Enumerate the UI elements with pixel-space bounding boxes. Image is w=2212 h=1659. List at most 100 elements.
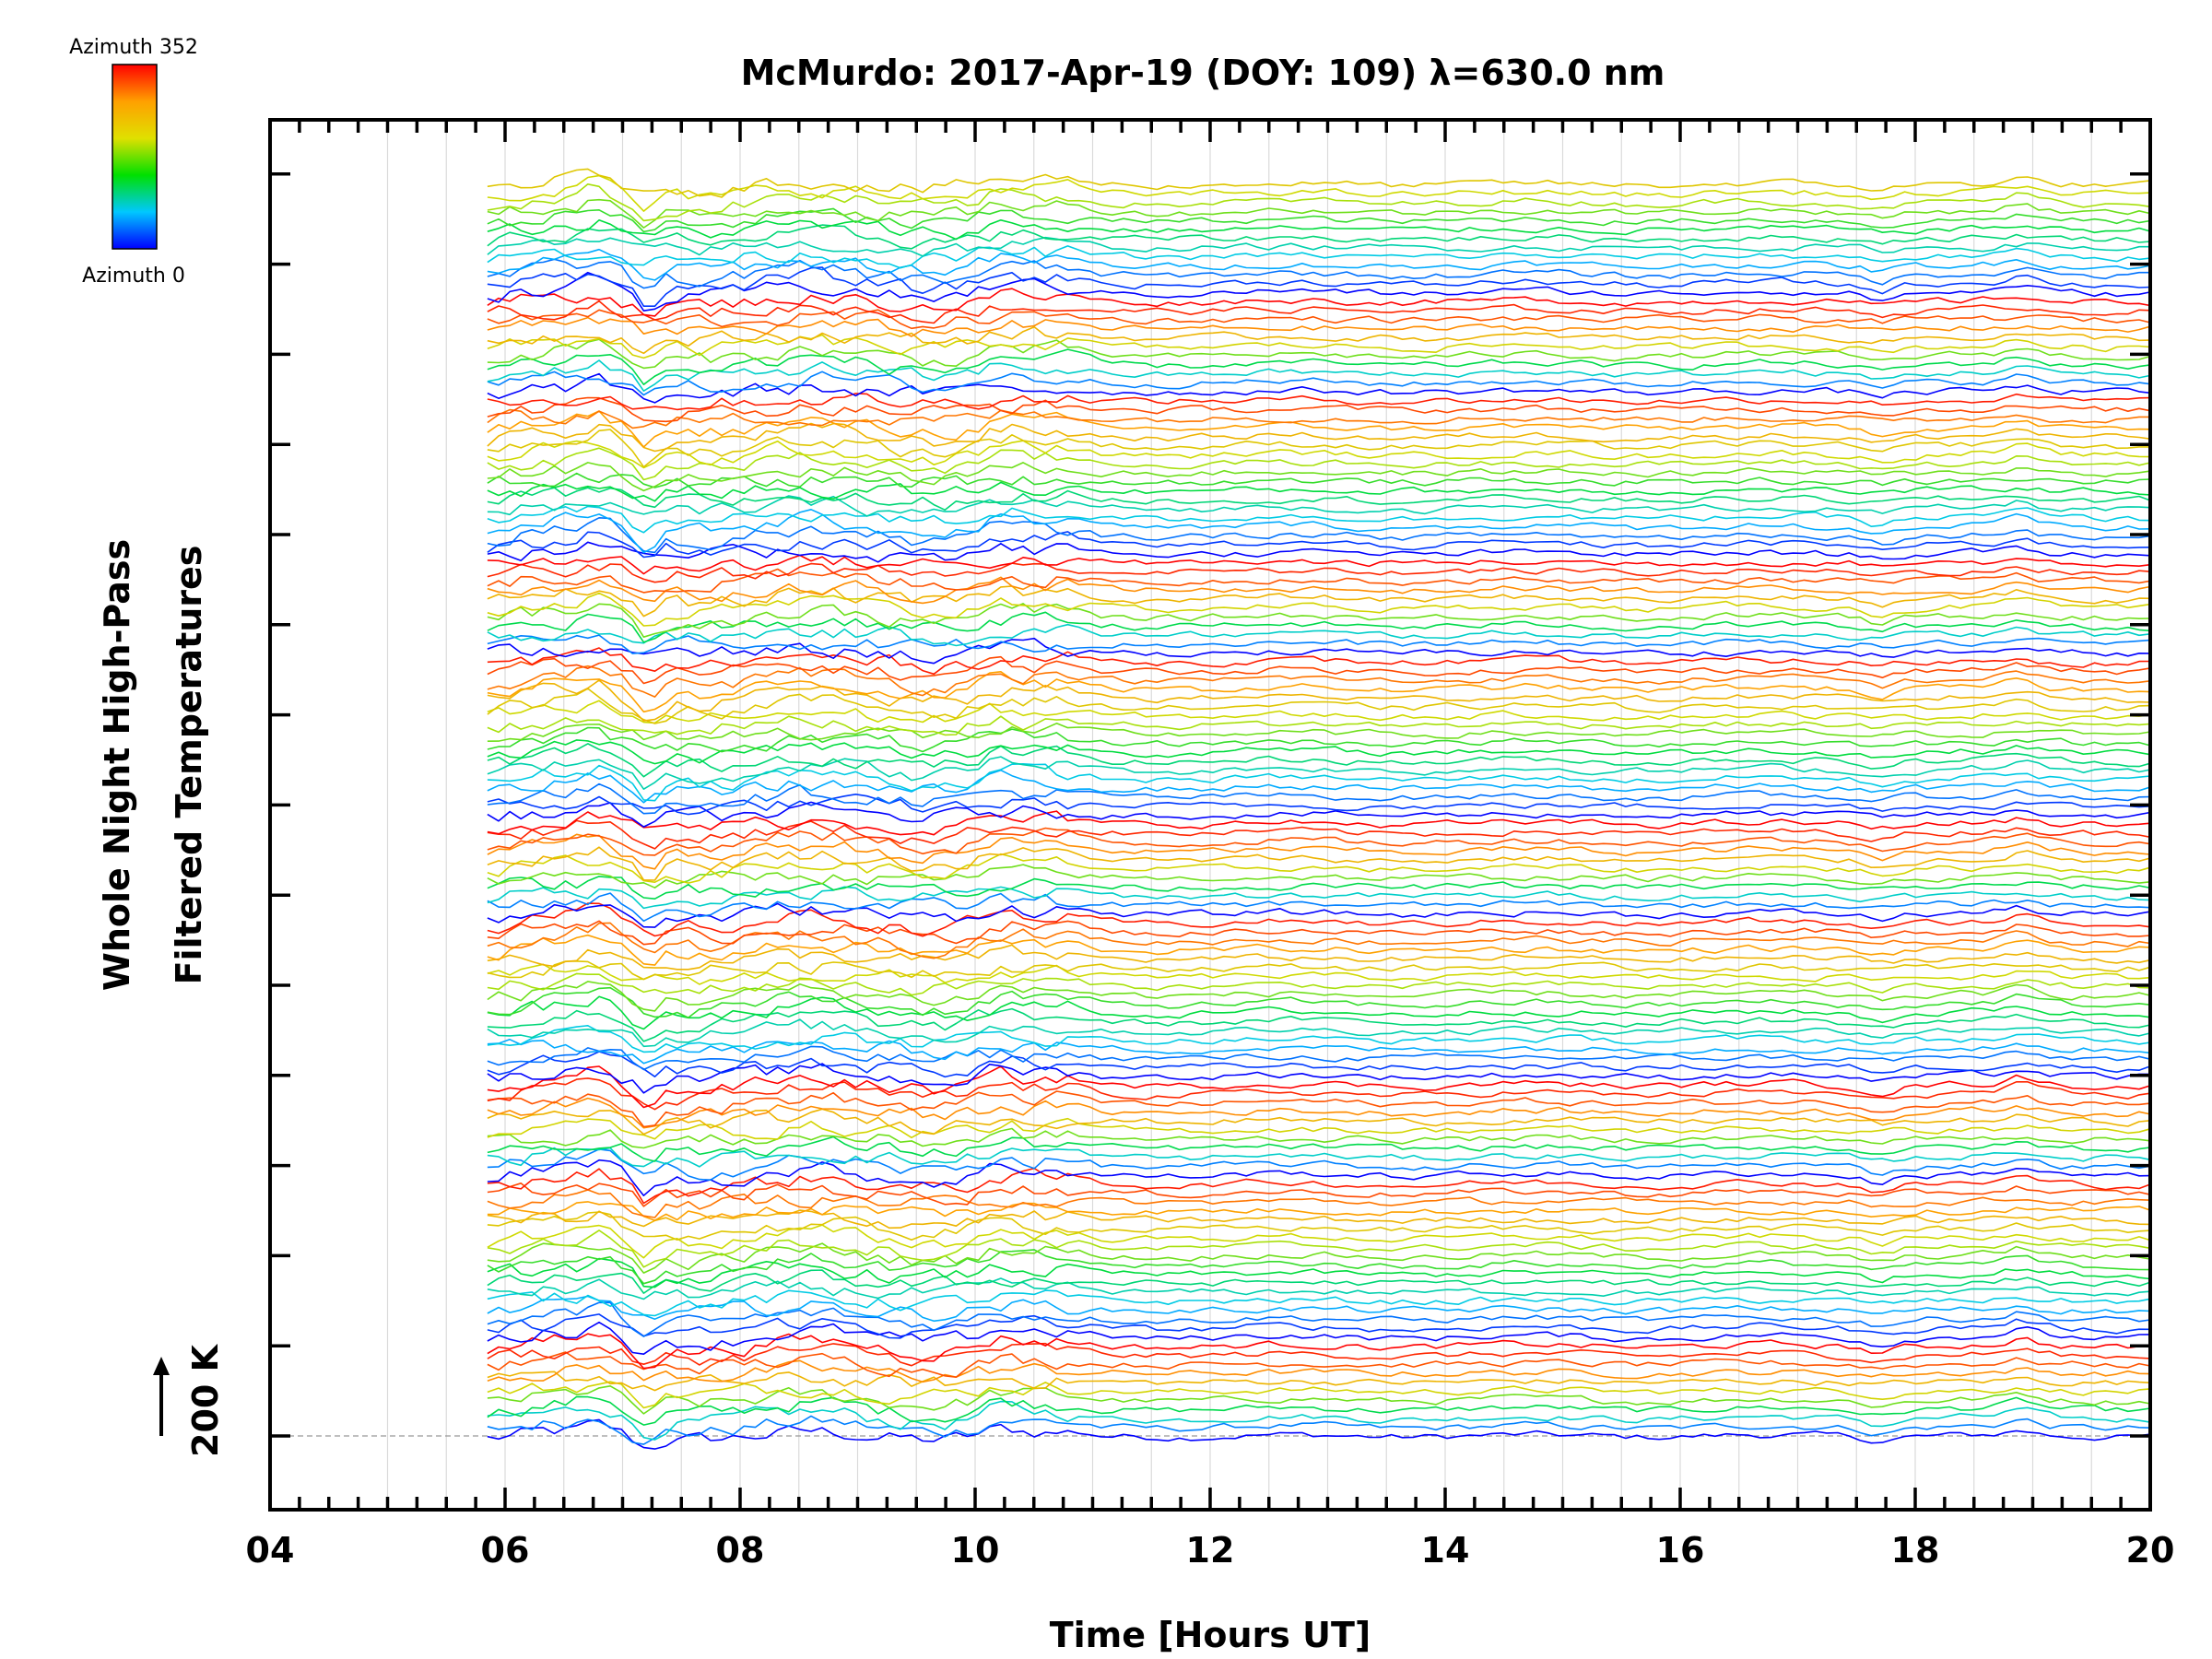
series-line bbox=[487, 288, 2151, 317]
series-line bbox=[487, 1063, 2150, 1094]
y-axis-label-line1: Whole Night High-Pass bbox=[97, 539, 137, 991]
series-line bbox=[487, 1159, 2151, 1196]
series-line bbox=[487, 300, 2151, 324]
series-line bbox=[487, 1077, 2151, 1111]
series-line bbox=[487, 1395, 2151, 1426]
series-line bbox=[487, 183, 2151, 222]
colorbar-bottom-label: Azimuth 0 bbox=[82, 265, 185, 288]
series-line bbox=[487, 756, 2151, 790]
series-line bbox=[487, 509, 2151, 554]
series-line bbox=[487, 1313, 2151, 1339]
series-line bbox=[487, 372, 2151, 404]
series-line bbox=[487, 647, 2151, 676]
series-line bbox=[487, 224, 2151, 250]
series-line bbox=[487, 562, 2151, 583]
series-line bbox=[487, 447, 2151, 481]
series-line bbox=[487, 801, 2151, 828]
series-line bbox=[487, 920, 2151, 946]
series-line bbox=[487, 892, 2151, 923]
plot-frame bbox=[268, 118, 2152, 1512]
series-line bbox=[487, 1400, 2151, 1441]
series-line bbox=[487, 505, 2151, 534]
series-line bbox=[487, 726, 2151, 753]
series-line bbox=[487, 393, 2151, 411]
x-tick-label: 06 bbox=[481, 1530, 530, 1571]
series-line bbox=[487, 986, 2151, 1018]
series-line bbox=[487, 1242, 2151, 1274]
x-tick-label: 12 bbox=[1186, 1530, 1235, 1571]
series-line bbox=[487, 1257, 2151, 1288]
series-line bbox=[487, 1301, 2151, 1337]
series-line bbox=[487, 396, 2151, 423]
series-line bbox=[487, 236, 2150, 257]
series-line bbox=[487, 715, 2151, 736]
series-line bbox=[487, 1342, 2151, 1367]
series-line bbox=[487, 603, 2151, 638]
x-tick-label: 18 bbox=[1891, 1530, 1940, 1571]
series-line bbox=[487, 338, 2151, 370]
series-line bbox=[487, 1167, 2151, 1205]
series-line bbox=[487, 944, 2151, 971]
series-line bbox=[487, 827, 2151, 856]
series-line bbox=[487, 1249, 2151, 1285]
series-line bbox=[487, 1359, 2151, 1383]
series-line bbox=[487, 743, 2151, 778]
series-line bbox=[487, 655, 2151, 685]
series-line bbox=[487, 1371, 2151, 1392]
series-line bbox=[487, 1182, 2151, 1207]
series-line bbox=[487, 517, 2151, 554]
series-line bbox=[487, 462, 2151, 492]
x-tick-label: 10 bbox=[951, 1530, 1000, 1571]
series-line bbox=[487, 981, 2151, 1012]
series-line bbox=[487, 410, 2151, 448]
series-line bbox=[487, 1090, 2151, 1128]
series-line bbox=[487, 248, 2151, 281]
series-line bbox=[487, 769, 2151, 804]
series-line bbox=[487, 1051, 2151, 1078]
series-line bbox=[487, 782, 2151, 815]
series-line bbox=[487, 408, 2150, 429]
series-line bbox=[487, 846, 2151, 881]
series-line bbox=[487, 1230, 2151, 1268]
series-line bbox=[487, 739, 2151, 765]
series-line bbox=[487, 554, 2151, 575]
series-line bbox=[487, 1209, 2151, 1230]
series-line bbox=[487, 481, 2151, 502]
series-line bbox=[487, 833, 2151, 870]
series-line bbox=[487, 495, 2151, 517]
series-line bbox=[487, 611, 2151, 643]
series-line bbox=[487, 1333, 2151, 1370]
series-line bbox=[487, 1097, 2151, 1129]
series-line bbox=[487, 1385, 2151, 1415]
series-line bbox=[487, 348, 2151, 385]
series-line bbox=[487, 429, 2150, 468]
series-line bbox=[487, 359, 2151, 392]
colorbar-gradient bbox=[112, 64, 158, 250]
series-line bbox=[487, 219, 2151, 241]
series-line bbox=[487, 679, 2151, 722]
series-line bbox=[487, 1381, 2151, 1409]
series-line bbox=[487, 266, 2151, 307]
scale-bar: 200 K bbox=[153, 1343, 226, 1457]
series-line bbox=[487, 487, 2151, 512]
series-line bbox=[487, 1045, 2151, 1071]
series-line bbox=[487, 700, 2151, 724]
series-line bbox=[487, 886, 2151, 910]
series-line bbox=[487, 258, 2150, 289]
series-line bbox=[487, 592, 2151, 627]
series-line bbox=[487, 1025, 2151, 1053]
scale-bar-arrow-head bbox=[153, 1357, 170, 1375]
series-line bbox=[487, 1007, 2151, 1042]
series-line bbox=[487, 665, 2151, 698]
series-line bbox=[487, 972, 2151, 996]
x-tick-label: 14 bbox=[1421, 1530, 1470, 1571]
series-line bbox=[487, 934, 2151, 966]
series-line bbox=[487, 541, 2151, 563]
colorbar-legend: Azimuth 352 Azimuth 0 bbox=[69, 36, 198, 288]
series-line bbox=[487, 531, 2151, 559]
series-line bbox=[487, 1189, 2151, 1218]
x-tick-labels: 04 06 08 10 12 14 16 18 20 bbox=[246, 1530, 2175, 1571]
series-line bbox=[487, 1127, 2151, 1149]
series-line bbox=[487, 174, 2151, 212]
